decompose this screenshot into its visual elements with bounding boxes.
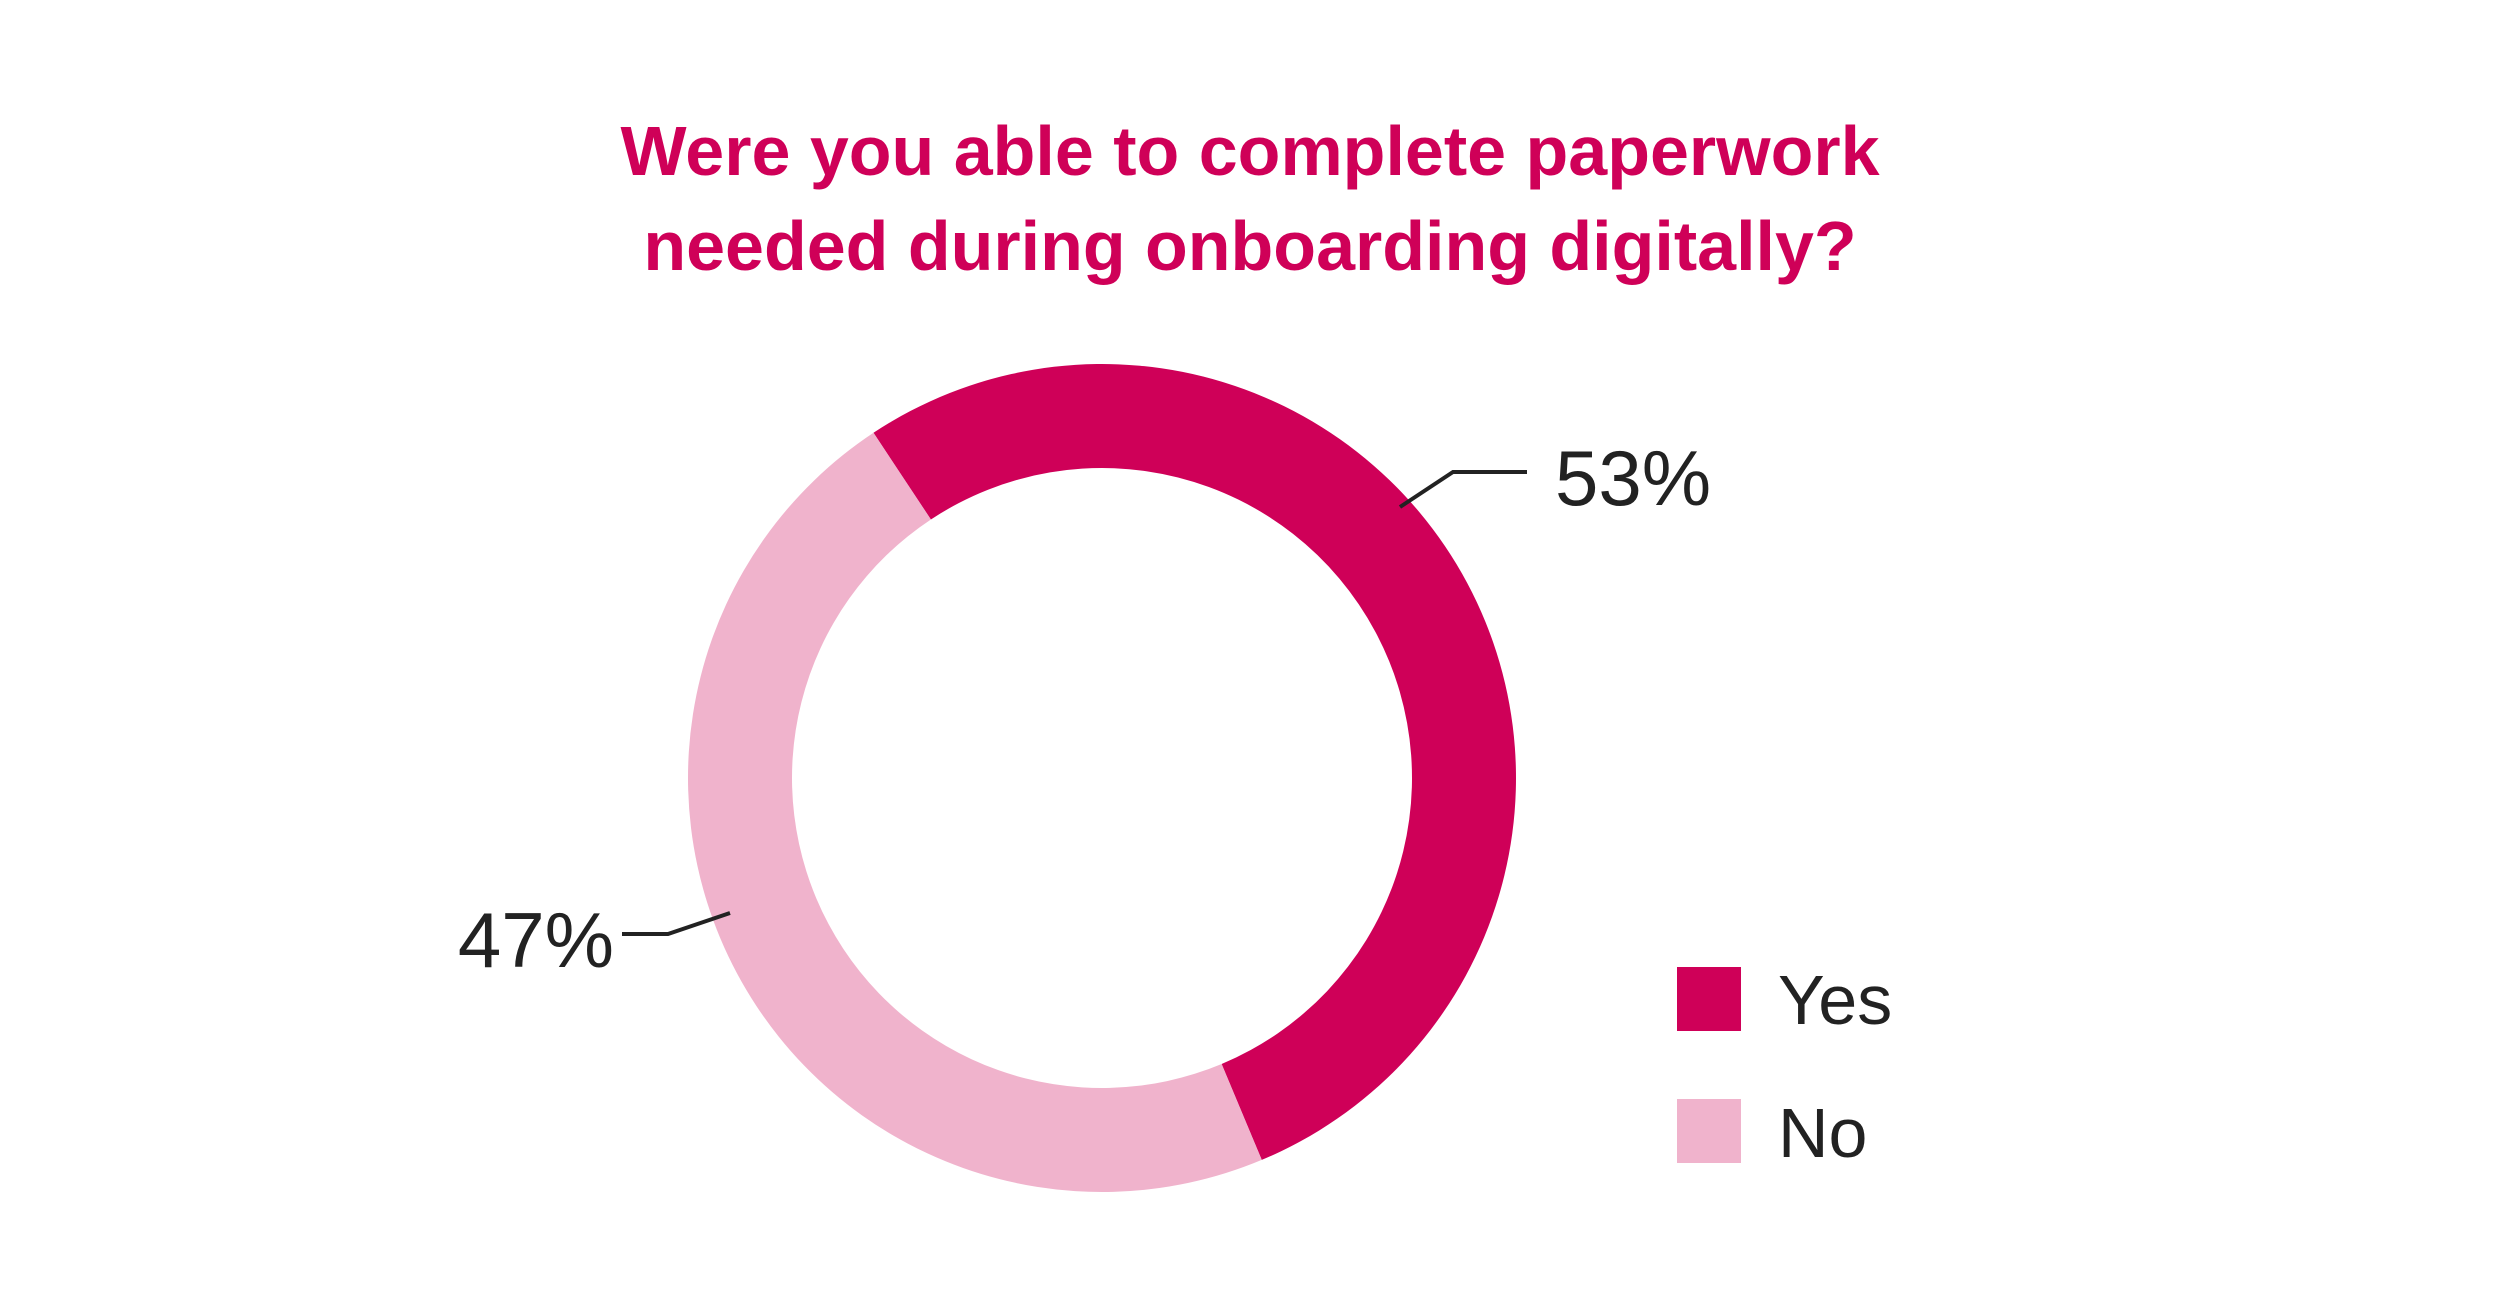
slice-yes — [873, 364, 1516, 1160]
legend-label-yes: Yes — [1778, 961, 1892, 1039]
slice-labels: 53% 47% — [458, 434, 1711, 984]
leader-line-no — [622, 911, 731, 936]
legend: Yes No — [1677, 961, 1892, 1172]
legend-label-no: No — [1778, 1094, 1867, 1172]
data-label-yes: 53% — [1555, 434, 1711, 522]
data-label-no: 47% — [458, 896, 614, 984]
chart-title-line-1: Were you able to complete paperwork — [620, 112, 1879, 190]
legend-swatch-no — [1677, 1099, 1741, 1163]
slice-no — [687, 432, 1262, 1193]
donut-slices — [687, 364, 1516, 1193]
leader-line-yes — [1398, 470, 1527, 509]
chart-title-line-2: needed during onboarding digitally? — [643, 207, 1856, 285]
legend-swatch-yes — [1677, 967, 1741, 1031]
